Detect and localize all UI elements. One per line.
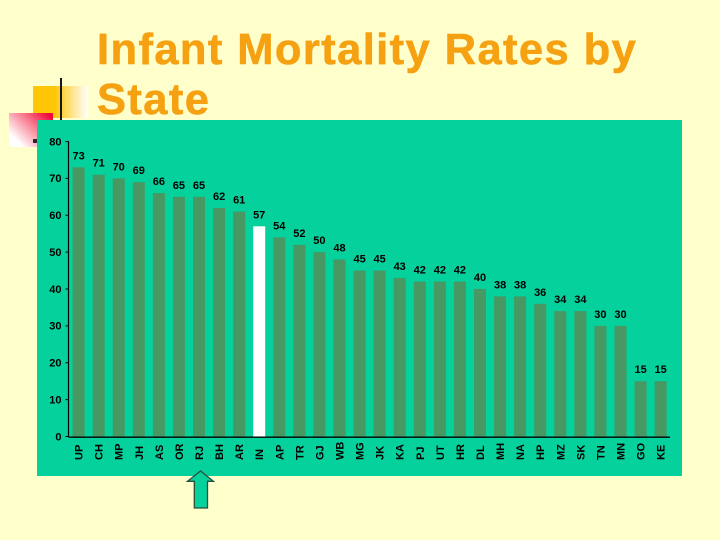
svg-text:AP: AP [274,445,286,460]
svg-text:GO: GO [636,442,648,460]
svg-text:UT: UT [435,445,447,460]
svg-text:30: 30 [614,309,626,321]
svg-text:38: 38 [494,279,506,291]
svg-text:65: 65 [193,180,205,192]
svg-text:73: 73 [72,150,84,162]
svg-text:HR: HR [455,444,467,460]
svg-text:20: 20 [49,358,61,370]
svg-text:42: 42 [414,265,426,277]
svg-text:JH: JH [134,446,146,460]
svg-text:PJ: PJ [415,447,427,460]
svg-text:JK: JK [375,446,387,460]
svg-text:52: 52 [293,228,305,240]
svg-text:WB: WB [335,442,347,460]
svg-text:34: 34 [554,294,567,306]
svg-text:36: 36 [534,287,546,299]
svg-text:66: 66 [153,176,165,188]
svg-text:50: 50 [49,247,61,259]
svg-text:45: 45 [373,254,385,266]
svg-text:62: 62 [213,191,225,203]
svg-text:UP: UP [74,445,86,460]
svg-text:IN: IN [254,449,266,460]
svg-text:80: 80 [49,136,61,148]
svg-text:10: 10 [49,394,61,406]
svg-text:69: 69 [133,165,145,177]
svg-text:OR: OR [174,443,186,460]
svg-text:70: 70 [49,173,61,185]
svg-text:RJ: RJ [194,446,206,460]
svg-text:CH: CH [94,444,106,460]
svg-text:57: 57 [253,209,265,221]
svg-text:GJ: GJ [314,445,326,460]
svg-text:KA: KA [395,444,407,460]
svg-text:MN: MN [616,443,628,460]
svg-text:MG: MG [355,442,367,460]
svg-text:42: 42 [434,265,446,277]
svg-text:60: 60 [49,210,61,222]
svg-text:NA: NA [515,444,527,460]
svg-text:15: 15 [634,364,646,376]
svg-text:65: 65 [173,180,185,192]
svg-text:43: 43 [394,261,406,273]
svg-text:MZ: MZ [555,444,567,460]
svg-text:45: 45 [353,254,365,266]
svg-text:30: 30 [594,309,606,321]
svg-text:15: 15 [654,364,666,376]
svg-text:40: 40 [49,284,61,296]
svg-text:48: 48 [333,243,345,255]
svg-text:34: 34 [574,294,587,306]
svg-text:AR: AR [234,444,246,460]
svg-text:70: 70 [113,161,125,173]
svg-text:AS: AS [154,445,166,460]
svg-text:MP: MP [114,444,126,461]
svg-text:SK: SK [575,445,587,460]
svg-text:HP: HP [535,445,547,460]
svg-text:0: 0 [55,431,61,443]
svg-text:TN: TN [595,445,607,460]
svg-text:42: 42 [454,265,466,277]
svg-text:TR: TR [294,445,306,460]
svg-text:DL: DL [475,445,487,460]
svg-text:BH: BH [214,444,226,460]
svg-text:MH: MH [495,443,507,460]
svg-text:50: 50 [313,235,325,247]
svg-text:30: 30 [49,321,61,333]
svg-text:71: 71 [93,158,105,170]
svg-text:KE: KE [656,445,668,460]
svg-text:54: 54 [273,220,286,232]
svg-text:40: 40 [474,272,486,284]
svg-text:61: 61 [233,195,245,207]
svg-text:38: 38 [514,279,526,291]
